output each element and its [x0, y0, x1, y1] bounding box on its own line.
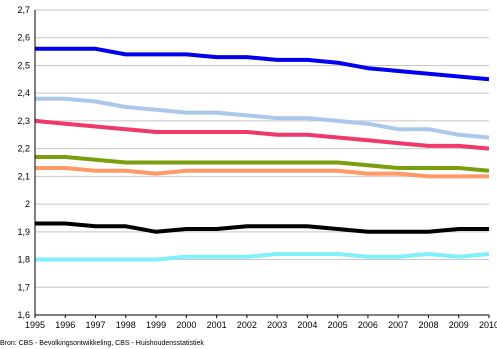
x-tick-label: 2002 [237, 320, 257, 330]
series-lines [34, 46, 490, 262]
x-tick-label: 1995 [25, 320, 45, 330]
series-line-1 [35, 46, 490, 82]
source-note: Bron: CBS - Bevolkingsontwikkeling, CBS … [0, 340, 204, 347]
y-tick-labels: 1,6 1,7 1,8 1,9 2 2,1 2,2 2,3 2,4 2,5 2,6 2,7 [17, 5, 30, 320]
y-tick-label: 1,7 [17, 282, 30, 292]
series-line-7 [35, 252, 490, 262]
x-tick-label: 2004 [297, 320, 317, 330]
x-tick-label: 2008 [418, 320, 438, 330]
y-tick-label: 1,8 [17, 255, 30, 265]
y-tick-label: 2,2 [17, 144, 30, 154]
series-line-3 [34, 118, 490, 151]
y-tick-label: 2 [25, 199, 30, 209]
axes [34, 10, 490, 318]
x-tick-label: 1999 [146, 320, 166, 330]
y-tick-label: 2,4 [17, 88, 30, 98]
y-tick-label: 2,6 [17, 33, 30, 43]
x-tick-label: 2005 [328, 320, 348, 330]
series-line-5 [35, 166, 489, 179]
x-tick-label: 1998 [116, 320, 136, 330]
series-line-6 [35, 221, 489, 234]
y-tick-label: 1,6 [17, 310, 30, 320]
y-tick-label: 2,1 [17, 171, 30, 181]
series-line-2 [35, 96, 490, 140]
series-line-4 [35, 155, 490, 173]
x-tick-label: 2001 [207, 320, 227, 330]
x-tick-label: 2009 [449, 320, 469, 330]
x-tick-label: 2010 [479, 320, 497, 330]
x-tick-label: 2007 [388, 320, 408, 330]
y-tick-label: 2,5 [17, 60, 30, 70]
y-tick-label: 1,9 [17, 227, 30, 237]
y-tick-label: 2,7 [17, 5, 30, 15]
x-tick-label: 2000 [176, 320, 196, 330]
y-tick-label: 2,3 [17, 116, 30, 126]
x-tick-label: 2006 [358, 320, 378, 330]
x-tick-labels: 1995 1996 1997 1998 1999 2000 2001 2002 2003 2004… [25, 320, 497, 330]
x-tick-label: 1997 [86, 320, 106, 330]
x-tick-label: 1996 [55, 320, 75, 330]
x-tick-label: 2003 [267, 320, 287, 330]
